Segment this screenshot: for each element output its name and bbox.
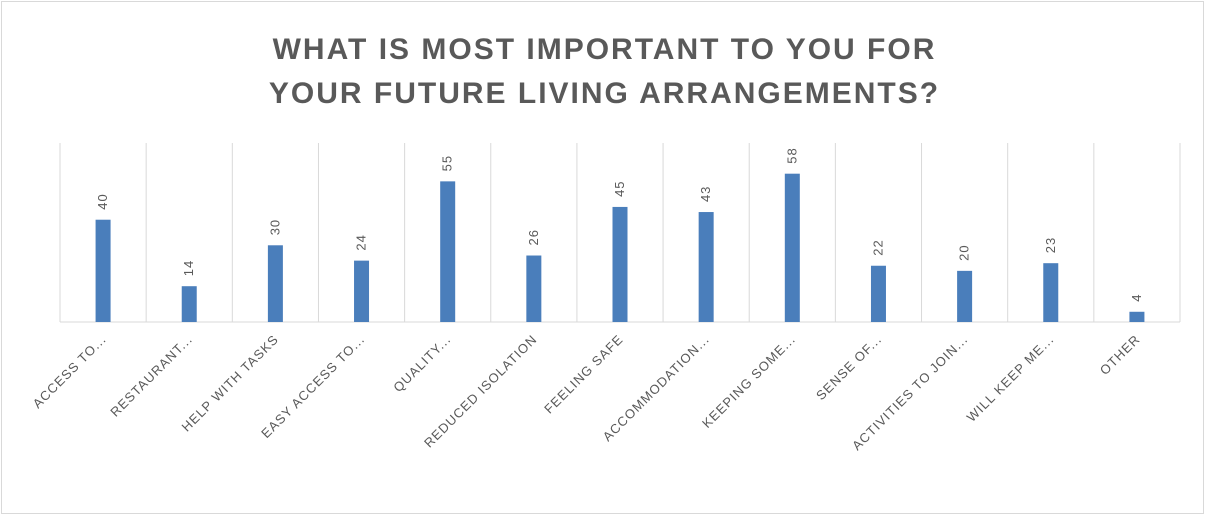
x-tick-label: FEELING SAFE	[541, 332, 626, 417]
value-label: 22	[870, 239, 885, 255]
x-tick-label: QUALITY...	[390, 332, 453, 395]
x-tick-label: HELP WITH TASKS	[179, 332, 282, 435]
bar	[1129, 311, 1145, 322]
bar	[1043, 263, 1059, 322]
value-label: 45	[612, 180, 627, 196]
x-tick-label: RESTAURANT...	[107, 332, 195, 420]
bar	[698, 212, 714, 322]
value-label: 55	[440, 155, 455, 171]
bar	[354, 260, 370, 322]
value-label: 20	[957, 244, 972, 260]
x-tick-label: ACCESS TO...	[30, 332, 110, 412]
bar	[870, 265, 886, 322]
value-label: 30	[267, 219, 282, 235]
bar	[440, 181, 456, 322]
value-label: 4	[1129, 294, 1144, 302]
value-label: 40	[95, 193, 110, 209]
value-label: 14	[181, 260, 196, 276]
value-label: 43	[698, 186, 713, 202]
chart-title: WHAT IS MOST IMPORTANT TO YOU FOR YOUR F…	[268, 33, 941, 110]
value-label: 58	[784, 147, 799, 163]
x-tick-label: SENSE OF...	[813, 332, 885, 404]
x-tick-label: KEEPING SOME...	[699, 332, 798, 431]
bar	[181, 286, 197, 322]
bar	[784, 173, 800, 322]
value-label: 24	[354, 234, 369, 250]
bar	[267, 245, 283, 322]
x-tick-label: OTHER	[1097, 332, 1143, 378]
bar	[957, 270, 973, 322]
bar	[526, 255, 542, 322]
bar	[612, 206, 628, 322]
x-tick-label: WILL KEEP ME...	[964, 332, 1057, 425]
bar	[95, 219, 111, 322]
value-label: 26	[526, 229, 541, 245]
value-label: 23	[1043, 237, 1058, 253]
